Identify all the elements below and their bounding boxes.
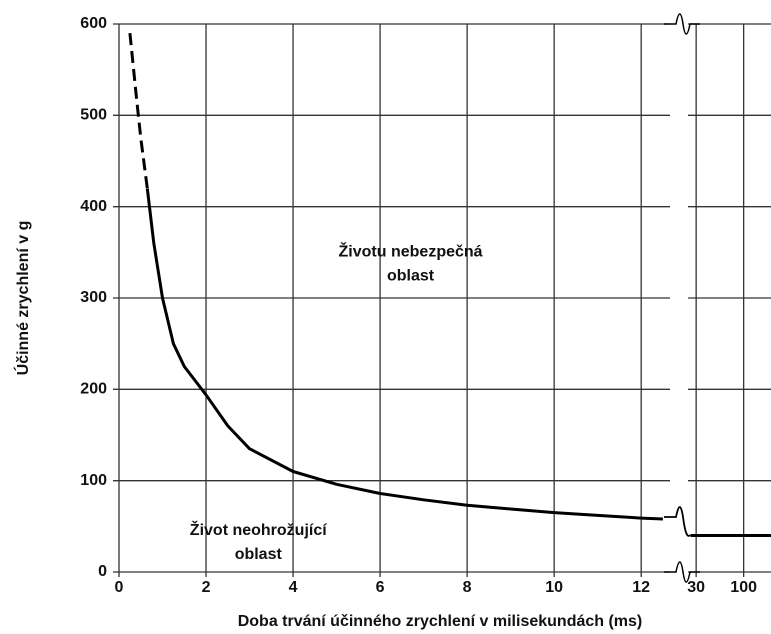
x-tick-label: 2	[202, 579, 211, 596]
y-tick-label: 100	[80, 472, 107, 489]
y-tick-label: 300	[80, 289, 107, 306]
x-tick-label: 10	[545, 579, 563, 596]
annotation: Životu nebezpečná	[339, 242, 483, 261]
y-tick-label: 200	[80, 381, 107, 398]
annotation: Život neohrožující	[190, 520, 327, 539]
x-tick-label: 0	[115, 579, 124, 596]
y-tick-label: 0	[98, 563, 107, 580]
y-tick-label: 500	[80, 107, 107, 124]
annotation: oblast	[235, 546, 283, 563]
x-tick-label: 8	[463, 579, 472, 596]
annotation: oblast	[387, 268, 435, 285]
break-gap	[670, 14, 688, 582]
break-squiggle	[664, 506, 691, 537]
y-tick-label: 400	[80, 198, 107, 215]
x-tick-label: 4	[289, 579, 298, 596]
data-line	[145, 188, 663, 521]
y-axis-title: Účinné zrychlení v g	[13, 221, 32, 376]
x2-tick-label: 100	[730, 579, 757, 596]
x-axis-title: Doba trvání účinného zrychlení v milisek…	[238, 613, 643, 630]
data-line	[128, 32, 149, 189]
x-tick-label: 12	[632, 579, 650, 596]
x-tick-label: 6	[376, 579, 385, 596]
break-squiggle	[664, 561, 700, 583]
y-tick-label: 600	[80, 15, 107, 32]
break-squiggle	[664, 13, 700, 35]
x2-tick-label: 30	[687, 579, 705, 596]
axis-breaks	[664, 13, 700, 583]
